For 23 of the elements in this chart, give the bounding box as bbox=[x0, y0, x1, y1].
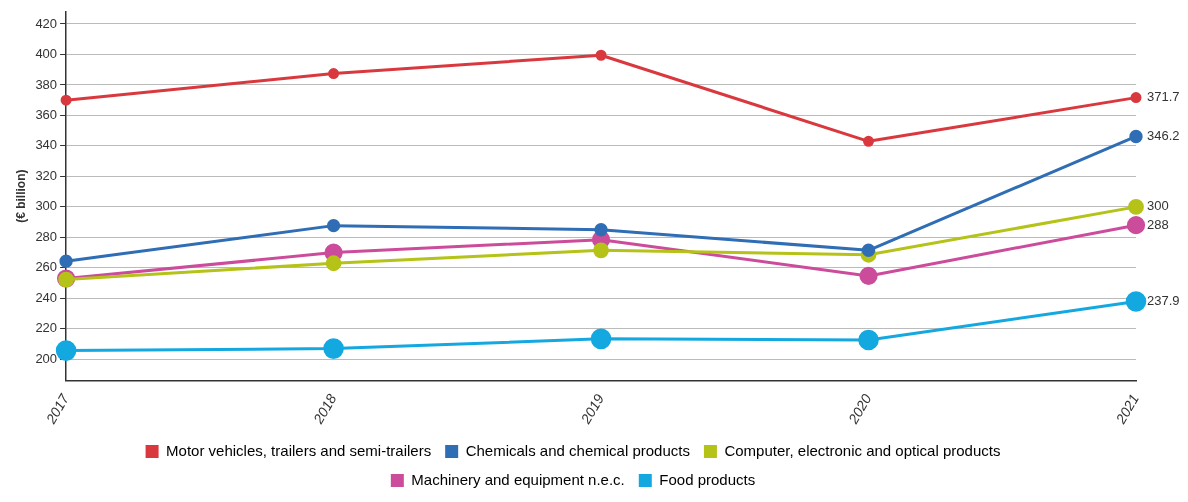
legend-label: Food products bbox=[659, 470, 756, 488]
data-label: 371.7 bbox=[1147, 89, 1180, 105]
y-tick-label: 360 bbox=[35, 107, 58, 123]
legend-label: Chemicals and chemical products bbox=[465, 441, 690, 459]
y-tick-label: 420 bbox=[35, 15, 58, 31]
legend-label: Computer, electronic and optical products bbox=[724, 441, 1001, 459]
y-tick-label: 260 bbox=[35, 259, 58, 275]
y-tick-label: 280 bbox=[35, 228, 58, 244]
data-label: 288 bbox=[1147, 216, 1169, 232]
y-tick-label: 340 bbox=[35, 137, 58, 153]
y-tick-label: 320 bbox=[35, 167, 58, 183]
legend-label: Motor vehicles, trailers and semi-trailers bbox=[166, 441, 432, 459]
y-tick-label: 240 bbox=[35, 289, 58, 305]
y-tick-label: 400 bbox=[35, 46, 58, 62]
data-label: 346.2 bbox=[1147, 128, 1180, 144]
data-label: 237.9 bbox=[1147, 293, 1180, 309]
y-tick-label: 220 bbox=[35, 320, 58, 336]
y-tick-label: 200 bbox=[35, 350, 58, 366]
y-tick-label: 380 bbox=[35, 76, 58, 92]
data-label: 300 bbox=[1147, 198, 1169, 214]
y-tick-label: 300 bbox=[35, 198, 58, 214]
y-axis-title: (€ billion) bbox=[13, 169, 28, 223]
legend-label: Machinery and equipment n.e.c. bbox=[411, 470, 625, 488]
